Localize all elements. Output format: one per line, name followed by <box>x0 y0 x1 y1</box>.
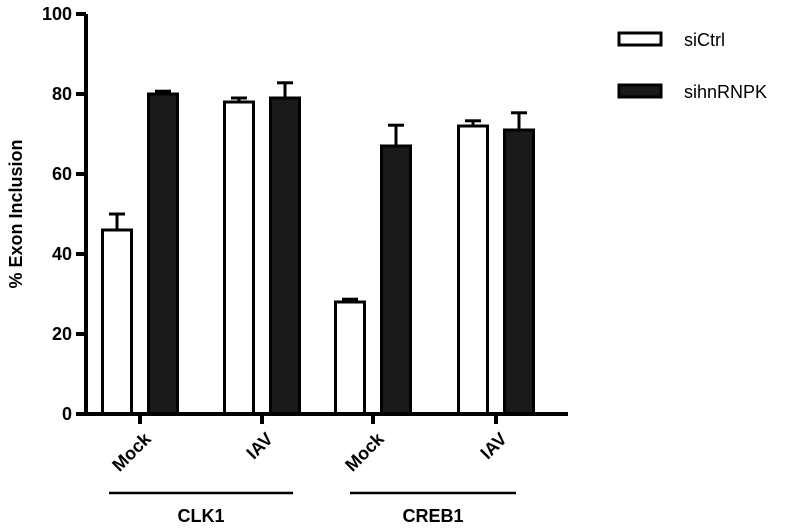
legend-label: siCtrl <box>684 30 725 50</box>
x-axis: Mock IAV Mock IAV CLK1 CREB1 <box>84 412 568 526</box>
legend: siCtrl sihnRNPK <box>617 30 767 102</box>
x-tick-label: IAV <box>476 429 510 463</box>
group-label: CLK1 <box>177 506 224 526</box>
y-tick-label: 0 <box>62 404 72 424</box>
y-axis-title: % Exon Inclusion <box>6 139 26 288</box>
y-tick-label: 80 <box>52 84 72 104</box>
legend-label: sihnRNPK <box>684 82 767 102</box>
y-tick-label: 100 <box>42 4 72 24</box>
x-tick-label: Mock <box>108 428 155 475</box>
y-tick-label: 40 <box>52 244 72 264</box>
bar-sihnRNPK-1 <box>269 96 301 416</box>
legend-swatch <box>617 83 663 99</box>
x-tick-label: Mock <box>341 428 388 475</box>
bars <box>101 81 535 416</box>
bar-siCtrl-3 <box>457 124 489 416</box>
bar-siCtrl-0 <box>101 228 133 416</box>
y-tick-label: 20 <box>52 324 72 344</box>
x-tick-label: IAV <box>242 429 276 463</box>
legend-swatch <box>617 31 663 47</box>
bar-siCtrl-2 <box>334 300 366 416</box>
bar-sihnRNPK-2 <box>380 144 412 416</box>
bar-sihnRNPK-0 <box>147 92 179 416</box>
y-axis: 0 20 40 60 80 100 <box>42 4 88 424</box>
bar-sihnRNPK-3 <box>503 128 535 416</box>
group-label: CREB1 <box>402 506 463 526</box>
y-tick-label: 60 <box>52 164 72 184</box>
bar-siCtrl-1 <box>223 100 255 416</box>
